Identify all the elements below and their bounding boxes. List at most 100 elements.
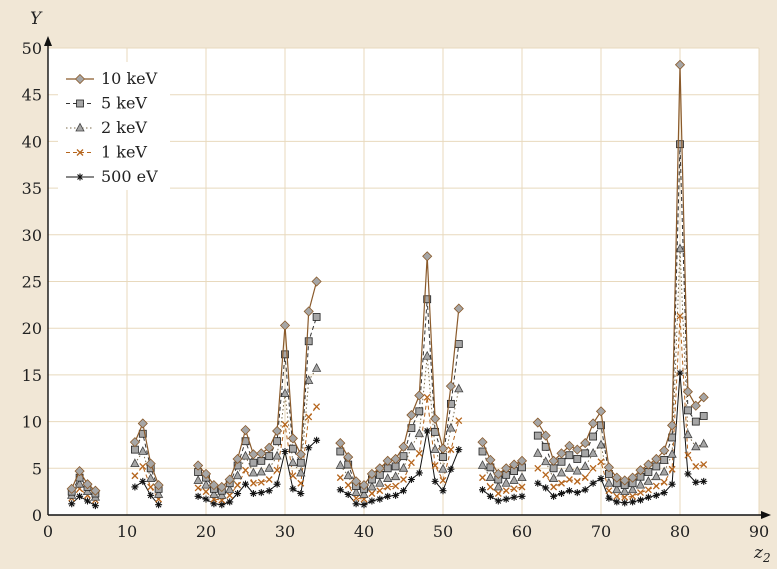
data-point <box>479 474 486 482</box>
data-point <box>368 490 376 497</box>
data-point <box>281 420 289 428</box>
series-line <box>537 144 704 486</box>
data-point <box>399 452 408 461</box>
y-tick-label: 45 <box>22 86 42 105</box>
data-point <box>375 477 385 487</box>
data-point <box>597 475 605 483</box>
data-point <box>595 406 607 417</box>
data-point <box>422 350 432 360</box>
data-point <box>139 477 147 485</box>
data-point <box>273 466 281 474</box>
data-point <box>400 487 407 495</box>
data-point <box>193 475 203 484</box>
data-point <box>242 466 249 474</box>
legend-box <box>58 62 170 190</box>
data-point <box>674 59 686 70</box>
data-point <box>589 479 597 487</box>
legend-label: 2 keV <box>101 118 147 137</box>
data-point <box>153 489 164 498</box>
legend-label: 500 eV <box>101 167 158 186</box>
data-point <box>296 467 306 477</box>
data-point <box>423 393 431 401</box>
data-point <box>596 439 606 449</box>
data-point <box>376 495 384 503</box>
data-point <box>454 340 463 348</box>
data-point <box>629 492 637 500</box>
data-point <box>406 409 417 421</box>
data-point <box>209 489 219 498</box>
data-point <box>620 486 630 496</box>
data-point <box>518 492 526 500</box>
data-point <box>232 453 243 465</box>
data-point <box>502 495 510 503</box>
data-point <box>556 448 567 459</box>
data-point <box>589 432 597 441</box>
data-point <box>581 449 590 458</box>
data-point <box>414 390 425 401</box>
data-point <box>249 490 257 498</box>
data-point <box>517 472 527 482</box>
data-point <box>398 441 409 452</box>
data-point <box>313 436 321 444</box>
data-point <box>613 498 621 506</box>
data-point <box>335 438 346 449</box>
data-point <box>202 495 210 503</box>
legend-item: 1 keV <box>66 143 147 162</box>
data-point <box>360 501 368 509</box>
data-point <box>557 457 566 466</box>
data-point <box>422 251 433 262</box>
data-point <box>611 472 622 483</box>
legend-label: 5 keV <box>101 94 147 113</box>
data-point <box>668 480 676 488</box>
data-point <box>382 455 393 466</box>
data-point <box>289 485 297 493</box>
data-point <box>676 140 684 149</box>
data-point <box>288 444 297 453</box>
data-point <box>76 149 84 156</box>
data-point <box>652 491 660 499</box>
data-point <box>558 490 565 498</box>
series-line <box>197 439 317 506</box>
data-point <box>621 493 629 501</box>
data-point <box>194 484 202 492</box>
data-point <box>74 478 85 488</box>
data-point <box>533 431 542 440</box>
legend-item: 5 keV <box>66 94 147 113</box>
data-point <box>637 489 644 497</box>
data-point <box>265 487 273 495</box>
legend-item: 2 keV <box>66 118 147 137</box>
data-point <box>295 449 306 460</box>
series-line <box>71 495 96 507</box>
data-point <box>280 388 290 397</box>
series-500-ev <box>68 369 708 510</box>
data-point <box>200 468 212 479</box>
data-point <box>502 487 510 495</box>
data-point <box>660 455 669 464</box>
data-point <box>384 483 392 491</box>
data-point <box>279 320 291 331</box>
data-point <box>699 438 709 448</box>
data-point <box>446 399 455 408</box>
data-point <box>407 476 415 484</box>
data-point <box>540 430 551 441</box>
data-point <box>226 491 234 499</box>
data-point <box>288 457 298 467</box>
data-point <box>234 481 242 489</box>
series-line <box>537 316 704 498</box>
legend-label: 10 keV <box>101 69 158 88</box>
data-point <box>637 496 644 504</box>
data-point <box>287 433 298 444</box>
data-point <box>446 422 456 432</box>
data-point <box>478 447 487 456</box>
data-point <box>139 462 147 470</box>
y-axis-arrow <box>44 36 52 46</box>
data-point <box>453 303 464 314</box>
data-point <box>635 479 646 489</box>
data-point <box>550 483 558 491</box>
data-point <box>494 497 502 505</box>
series-line <box>197 406 317 501</box>
data-point <box>588 448 598 457</box>
series-line <box>134 450 160 495</box>
data-point <box>430 413 441 424</box>
data-point <box>613 492 621 500</box>
